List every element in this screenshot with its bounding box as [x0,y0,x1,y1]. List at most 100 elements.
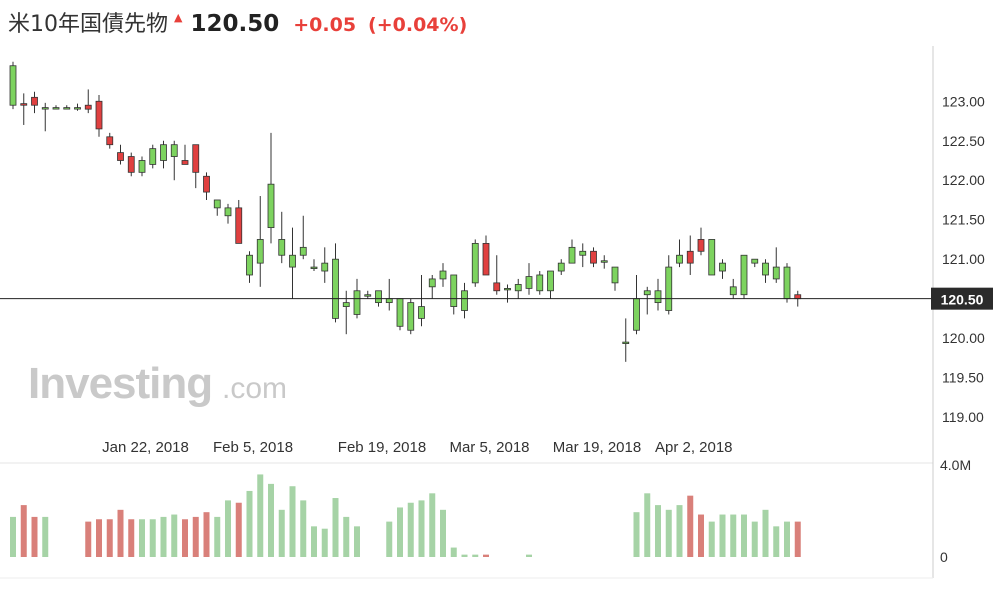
volume-bar [192,516,199,557]
volume-bar [440,509,446,557]
volume-bar [106,519,113,557]
candle-body [514,284,522,292]
date-tick-label: Feb 5, 2018 [213,439,293,456]
candle-body [278,239,286,256]
price-tick-label: 122.00 [942,172,985,188]
date-tick-label: Apr 2, 2018 [655,439,733,456]
volume-bar [343,516,350,557]
volume-bar [96,519,102,557]
volume-bar [418,500,425,557]
volume-bar [321,528,328,557]
volume-bar [741,514,747,557]
volume-bar [289,486,296,557]
last-price-marker: 120.50 [0,287,993,310]
candle-body [224,207,232,217]
candle-body [181,160,189,165]
candle-body [106,136,114,146]
volume-bar [139,519,145,557]
candle-body [622,341,630,344]
watermark-suffix: .com [222,372,287,405]
volume-bar [407,502,414,557]
volume-bar [278,509,285,557]
volume-bar [214,516,221,557]
candle-body [20,103,28,106]
candle-body [63,107,71,110]
candle-body [536,274,544,292]
volume-bar [225,500,231,557]
candle-body [9,65,17,106]
candle-body [256,239,264,264]
price-change: +0.05 [293,14,357,36]
candle-body [471,242,479,284]
candle-body [493,282,501,292]
candle-body [364,294,372,297]
volume-bar [461,554,468,557]
volume-bar [354,526,360,557]
volume-bar [687,495,694,557]
volume-bar [117,509,124,557]
volume-bar [182,519,188,557]
candle-body [590,250,597,264]
candle-body [213,199,221,209]
candle-body [547,270,554,292]
candle-body [385,298,393,304]
quote-header: 米10年国債先物 ▲ 120.50 +0.05 (+0.04%) [8,6,467,42]
instrument-title: 米10年国債先物 [8,12,168,37]
volume-max-label: 4.0M [940,457,971,473]
candle-body [267,183,275,229]
candle-body [192,144,200,173]
watermark-text: Investing [28,359,212,408]
price-change-percent: (+0.04%) [368,14,468,36]
candle-body [783,266,791,300]
candle-body [332,258,339,319]
volume-bar [676,505,683,557]
volume-bar [300,500,307,557]
volume-bar [149,519,156,557]
volume-axis-labels: 4.0M 0 [940,457,971,565]
candle-body [439,270,447,280]
volume-bar [397,507,403,557]
volume-bar [235,502,242,557]
volume-bar [10,516,16,557]
volume-bar [773,526,780,557]
candle-body [170,144,178,157]
volume-bar [386,521,393,557]
volume-bar [784,521,790,557]
candle-body [762,262,769,276]
candle-body [353,290,361,315]
candle-body [482,242,490,276]
candle-body [428,278,436,288]
date-tick-label: Feb 19, 2018 [338,439,426,456]
volume-bar [311,526,317,557]
candle-body [160,144,167,161]
candle-body [461,290,468,311]
date-axis-labels: Jan 22, 2018 Feb 5, 2018 Feb 19, 2018 Mar 5… [102,439,732,456]
volume-bar [257,474,264,557]
price-tick-label: 123.00 [942,93,985,109]
candle-body [203,175,210,193]
candle-body [138,160,146,173]
volume-bar [730,514,737,557]
price-tick-label: 119.00 [942,409,984,425]
volume-bar [472,554,479,557]
candle-body [74,107,81,110]
date-tick-label: Jan 22, 2018 [102,439,189,456]
candle-body [794,294,802,300]
candle-body [676,254,683,264]
candle-body [504,288,511,291]
price-tick-label: 122.50 [942,133,985,149]
volume-bar [268,483,274,557]
candle-body [665,266,673,311]
volume-bar [708,521,715,557]
candle-body [600,260,608,263]
volume-bar [85,521,92,557]
volume-bar [655,505,661,557]
volume-bar [633,512,640,557]
candle-body [719,262,726,272]
candle-body [654,290,662,304]
candle-body [611,266,619,284]
candle-body [751,258,759,264]
candle-body [557,262,565,272]
date-tick-label: Mar 19, 2018 [553,439,641,456]
